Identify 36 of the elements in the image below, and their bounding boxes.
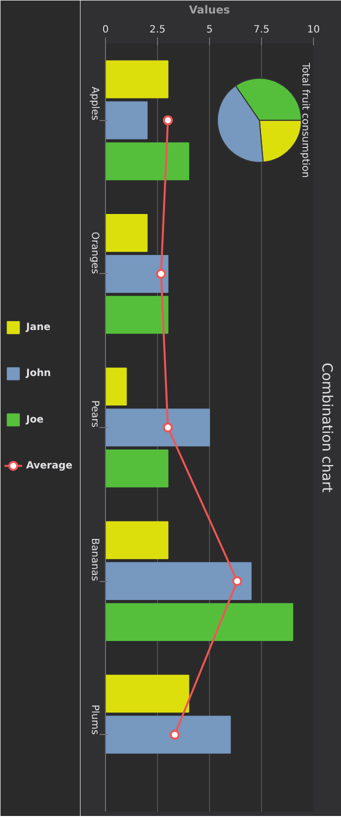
bar [106, 142, 190, 180]
point [170, 730, 180, 740]
annotation: Total fruit consumption [300, 62, 310, 178]
bar [106, 408, 210, 446]
x-tick-label: 10 [307, 24, 320, 36]
legend-label: John [25, 368, 51, 380]
bar [106, 562, 252, 600]
legend-label: Joe [25, 414, 44, 426]
text: Combination chart [318, 362, 334, 493]
point [162, 422, 173, 432]
bar [106, 674, 190, 713]
point [156, 268, 166, 279]
bar [106, 521, 168, 560]
bar [106, 296, 168, 334]
x-tick-label: 0 [102, 24, 109, 36]
bar [106, 101, 148, 140]
x-axis-title: Values [189, 4, 230, 16]
bar [106, 60, 168, 98]
y-tick-label: Apples [89, 86, 100, 120]
point [232, 576, 242, 586]
y-tick-label: Pears [89, 400, 100, 428]
bar [106, 603, 294, 641]
bar [106, 214, 148, 252]
y-tick-label: Bananas [89, 538, 100, 582]
x-tick-label: 2.5 [150, 24, 166, 36]
legend-label: Average [26, 460, 73, 472]
bar [106, 254, 168, 293]
y-tick-label: Oranges [89, 232, 100, 274]
y-tick-label: Plums [89, 704, 100, 735]
x-tick-label: 7.5 [254, 24, 270, 36]
legend-label: Jane [25, 322, 51, 334]
x-tick-label: 5 [206, 24, 213, 36]
bar [106, 716, 231, 754]
bar [106, 450, 168, 488]
point [162, 115, 173, 126]
bar [106, 368, 127, 406]
